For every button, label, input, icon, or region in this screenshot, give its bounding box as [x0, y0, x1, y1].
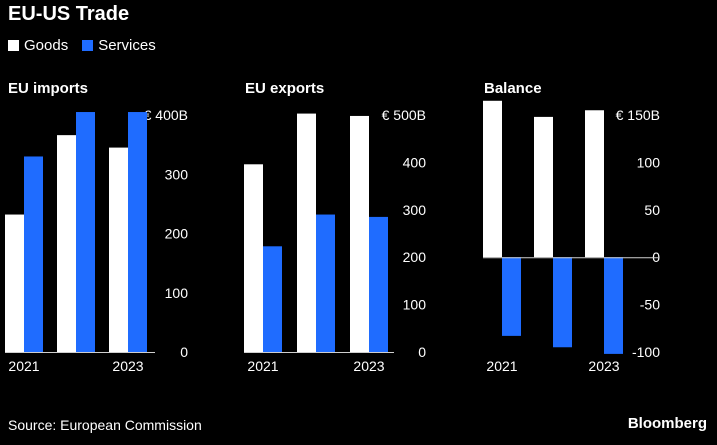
bar-goods-2023	[350, 115, 369, 352]
bar-services-2021	[502, 257, 521, 336]
y-tick-label: 0	[180, 344, 188, 360]
x-tick-label: 2023	[588, 358, 619, 374]
bar-goods-2023	[109, 147, 128, 352]
x-tick-label: 2023	[353, 358, 384, 374]
bar-goods-2023	[585, 110, 604, 258]
legend: Goods Services	[8, 37, 170, 54]
bar-services-2021	[263, 246, 282, 352]
brand-logo: Bloomberg	[627, 415, 707, 432]
bar-services-2022	[553, 257, 572, 348]
y-tick-label: 200	[165, 226, 189, 242]
source-note: Source: European Commission	[8, 417, 202, 433]
bar-services-2023	[128, 112, 147, 352]
panel-title-balance: Balance	[484, 80, 542, 97]
bar-services-2022	[76, 112, 95, 352]
bar-goods-2021	[483, 100, 502, 258]
bar-goods-2022	[534, 116, 553, 258]
bar-goods-2021	[244, 164, 263, 352]
y-tick-label: 100	[403, 297, 427, 313]
x-tick-label: 2021	[8, 358, 39, 374]
bar-services-2023	[604, 257, 623, 354]
y-tick-label: 100	[637, 154, 661, 170]
y-tick-label: € 150B	[616, 107, 660, 123]
y-tick-label: 200	[403, 249, 427, 265]
bar-goods-2022	[297, 113, 316, 352]
bar-goods-2022	[57, 135, 76, 352]
legend-item-goods: Goods	[8, 37, 68, 54]
y-tick-label: 100	[165, 285, 189, 301]
legend-item-services: Services	[82, 37, 156, 54]
x-tick-label: 2021	[247, 358, 278, 374]
y-tick-label: € 400B	[144, 107, 188, 123]
legend-label-services: Services	[98, 37, 156, 54]
y-tick-label: 300	[403, 202, 427, 218]
chart-title: EU-US Trade	[8, 3, 130, 25]
y-tick-label: 300	[165, 166, 189, 182]
panel-title-exports: EU exports	[245, 80, 325, 97]
x-tick-label: 2023	[112, 358, 143, 374]
bar-services-2023	[369, 216, 388, 352]
y-tick-label: -50	[640, 297, 660, 313]
bar-goods-2021	[5, 214, 24, 352]
legend-swatch-services	[82, 40, 94, 51]
panel-title-imports: EU imports	[8, 80, 89, 97]
x-tick-label: 2021	[486, 358, 517, 374]
y-tick-label: € 500B	[382, 107, 426, 123]
y-tick-label: 400	[403, 154, 427, 170]
bar-services-2022	[316, 214, 335, 352]
y-tick-label: -100	[632, 344, 660, 360]
y-tick-label: 0	[418, 344, 426, 360]
y-tick-label: 50	[644, 202, 660, 218]
bar-services-2021	[24, 156, 43, 352]
legend-swatch-goods	[8, 40, 19, 51]
legend-label-goods: Goods	[24, 37, 69, 54]
